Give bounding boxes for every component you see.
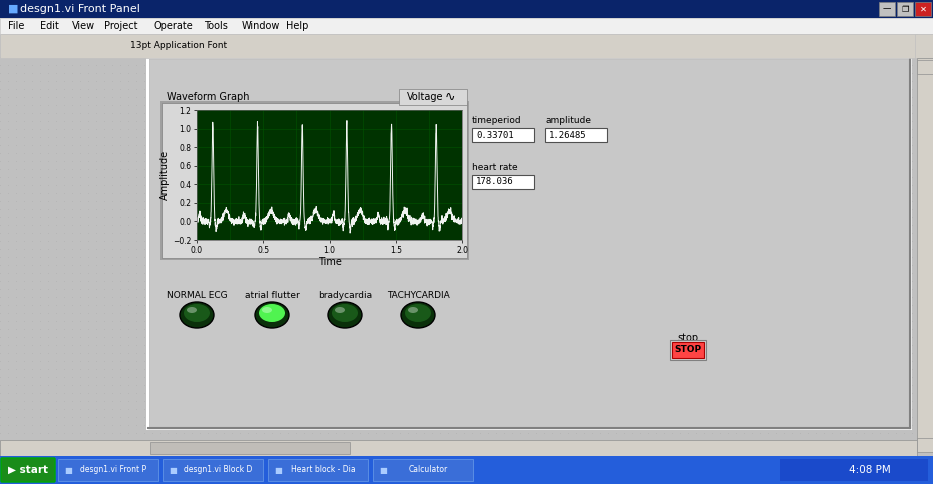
FancyBboxPatch shape [672, 342, 704, 358]
Text: desgn1.vi Front P: desgn1.vi Front P [80, 466, 146, 474]
FancyBboxPatch shape [0, 34, 917, 58]
Text: stop: stop [677, 333, 699, 343]
FancyBboxPatch shape [897, 2, 913, 16]
Text: Window: Window [242, 21, 281, 31]
FancyBboxPatch shape [0, 440, 917, 456]
Text: atrial flutter: atrial flutter [244, 290, 299, 300]
Text: Project: Project [104, 21, 137, 31]
Text: —: — [883, 4, 891, 14]
Text: 0.33701: 0.33701 [476, 131, 514, 139]
FancyBboxPatch shape [472, 175, 534, 189]
Text: View: View [72, 21, 95, 31]
Text: Operate: Operate [154, 21, 194, 31]
FancyBboxPatch shape [472, 128, 534, 142]
Text: Heart block - Dia: Heart block - Dia [291, 466, 355, 474]
FancyBboxPatch shape [780, 459, 928, 481]
Text: ❐: ❐ [901, 4, 909, 14]
Ellipse shape [262, 307, 272, 313]
Text: TACHYCARDIA: TACHYCARDIA [386, 290, 450, 300]
Text: ▶ start: ▶ start [8, 465, 48, 475]
Ellipse shape [335, 307, 345, 313]
FancyBboxPatch shape [879, 2, 895, 16]
Text: NORMAL ECG: NORMAL ECG [167, 290, 228, 300]
Text: ■: ■ [169, 466, 177, 474]
Text: desgn1.vi Block D: desgn1.vi Block D [184, 466, 252, 474]
FancyBboxPatch shape [373, 459, 473, 481]
FancyBboxPatch shape [162, 103, 467, 258]
Text: Waveform Graph: Waveform Graph [167, 92, 249, 102]
Ellipse shape [405, 304, 431, 322]
FancyBboxPatch shape [915, 34, 933, 58]
FancyBboxPatch shape [268, 459, 368, 481]
Text: amplitude: amplitude [545, 116, 591, 125]
Text: 13pt Application Font: 13pt Application Font [130, 42, 227, 50]
Text: Help: Help [286, 21, 309, 31]
Ellipse shape [408, 307, 418, 313]
Text: ■: ■ [274, 466, 282, 474]
Text: 178.036: 178.036 [476, 178, 514, 186]
Ellipse shape [401, 302, 435, 328]
X-axis label: Time: Time [317, 257, 341, 267]
FancyBboxPatch shape [917, 58, 933, 440]
FancyBboxPatch shape [146, 56, 912, 430]
Ellipse shape [180, 302, 214, 328]
Text: desgn1.vi Front Panel: desgn1.vi Front Panel [20, 4, 140, 14]
Text: 1.26485: 1.26485 [549, 131, 587, 139]
Text: 4:08 PM: 4:08 PM [849, 465, 891, 475]
FancyBboxPatch shape [163, 459, 263, 481]
FancyBboxPatch shape [670, 340, 706, 360]
Text: File: File [8, 21, 24, 31]
Text: ✕: ✕ [920, 4, 926, 14]
Text: ■: ■ [64, 466, 72, 474]
Y-axis label: Amplitude: Amplitude [160, 150, 171, 200]
Ellipse shape [259, 304, 285, 322]
FancyBboxPatch shape [399, 89, 467, 105]
Ellipse shape [332, 304, 358, 322]
FancyBboxPatch shape [58, 459, 158, 481]
Text: ■: ■ [8, 4, 19, 14]
Ellipse shape [255, 302, 289, 328]
Text: Calculator: Calculator [409, 466, 448, 474]
FancyBboxPatch shape [0, 0, 933, 18]
FancyBboxPatch shape [917, 438, 933, 452]
Text: STOP: STOP [675, 346, 702, 354]
Text: heart rate: heart rate [472, 163, 518, 172]
FancyBboxPatch shape [0, 18, 933, 34]
Ellipse shape [187, 307, 197, 313]
FancyBboxPatch shape [160, 101, 469, 260]
FancyBboxPatch shape [1, 458, 55, 482]
Text: ∿: ∿ [445, 91, 455, 104]
Ellipse shape [328, 302, 362, 328]
Text: ■: ■ [379, 466, 387, 474]
Text: Edit: Edit [40, 21, 59, 31]
Text: timeperiod: timeperiod [472, 116, 522, 125]
Ellipse shape [184, 304, 210, 322]
Text: Tools: Tools [204, 21, 228, 31]
FancyBboxPatch shape [915, 2, 931, 16]
FancyBboxPatch shape [150, 442, 350, 454]
Text: bradycardia: bradycardia [318, 290, 372, 300]
FancyBboxPatch shape [917, 60, 933, 74]
Text: Voltage: Voltage [407, 92, 443, 102]
FancyBboxPatch shape [545, 128, 607, 142]
FancyBboxPatch shape [148, 58, 910, 428]
FancyBboxPatch shape [0, 456, 933, 484]
